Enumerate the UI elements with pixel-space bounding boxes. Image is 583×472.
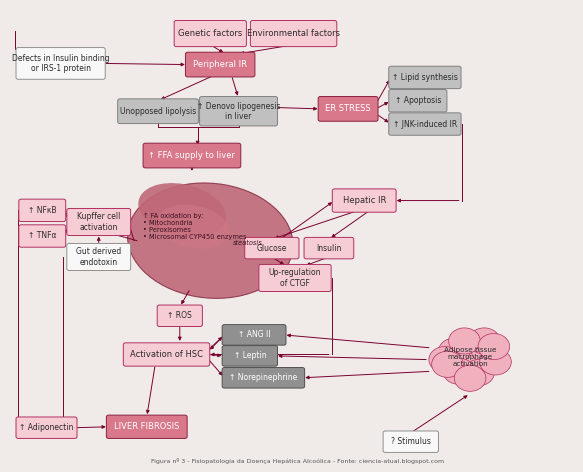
- Ellipse shape: [157, 205, 229, 249]
- FancyBboxPatch shape: [157, 305, 202, 327]
- Circle shape: [429, 346, 461, 373]
- Text: Glucose: Glucose: [257, 244, 287, 253]
- FancyBboxPatch shape: [222, 325, 286, 345]
- FancyBboxPatch shape: [16, 48, 106, 79]
- FancyBboxPatch shape: [259, 264, 331, 292]
- Text: ↑ Denovo lipogenesis
in liver: ↑ Denovo lipogenesis in liver: [197, 101, 280, 121]
- FancyBboxPatch shape: [389, 66, 461, 89]
- Text: Insulin: Insulin: [316, 244, 342, 253]
- FancyBboxPatch shape: [118, 99, 198, 124]
- Text: Gut derived
endotoxin: Gut derived endotoxin: [76, 247, 121, 267]
- Text: ↑ Apoptosis: ↑ Apoptosis: [395, 96, 441, 105]
- Text: ↑ ANG II: ↑ ANG II: [238, 330, 271, 339]
- Circle shape: [449, 328, 480, 354]
- Text: Adipose tissue
macrophage
activation: Adipose tissue macrophage activation: [444, 347, 496, 367]
- FancyBboxPatch shape: [143, 143, 241, 168]
- FancyBboxPatch shape: [185, 52, 255, 77]
- FancyBboxPatch shape: [19, 225, 66, 247]
- Text: LIVER FIBROSIS: LIVER FIBROSIS: [114, 422, 180, 431]
- Text: Unopposed lipolysis: Unopposed lipolysis: [120, 107, 196, 116]
- FancyBboxPatch shape: [250, 20, 337, 47]
- Text: Peripheral IR: Peripheral IR: [193, 60, 247, 69]
- Text: ↑ Leptin: ↑ Leptin: [234, 351, 266, 361]
- Text: ? Stimulus: ? Stimulus: [391, 437, 431, 446]
- FancyBboxPatch shape: [67, 209, 131, 236]
- Text: ER STRESS: ER STRESS: [325, 104, 371, 113]
- FancyBboxPatch shape: [222, 346, 278, 366]
- Text: Environmental factors: Environmental factors: [247, 29, 340, 38]
- FancyBboxPatch shape: [16, 417, 77, 438]
- Circle shape: [431, 351, 463, 377]
- FancyBboxPatch shape: [199, 97, 278, 126]
- Text: Defects in Insulin binding
or IRS-1 protein: Defects in Insulin binding or IRS-1 prot…: [12, 54, 110, 73]
- FancyBboxPatch shape: [389, 90, 447, 112]
- Circle shape: [480, 349, 511, 375]
- FancyBboxPatch shape: [222, 368, 304, 388]
- FancyBboxPatch shape: [304, 237, 354, 259]
- FancyBboxPatch shape: [67, 244, 131, 270]
- Circle shape: [478, 334, 510, 360]
- Circle shape: [454, 365, 486, 391]
- FancyBboxPatch shape: [174, 20, 247, 47]
- Text: ↑ FFA supply to liver: ↑ FFA supply to liver: [149, 151, 236, 160]
- Text: Up-regulation
of CTGF: Up-regulation of CTGF: [269, 268, 321, 287]
- Ellipse shape: [138, 183, 226, 237]
- Text: ↑ FA oxidation by:
• Mitochondria
• Peroxisomes
• Microsomal CYP450 enzymes: ↑ FA oxidation by: • Mitochondria • Pero…: [142, 213, 246, 240]
- Text: Figura nº 3 - Fisiopatologia da Doença Hepática Alcoólica - Fonte: ciencia-atual: Figura nº 3 - Fisiopatologia da Doença H…: [151, 458, 444, 464]
- Circle shape: [468, 328, 500, 354]
- Text: Hepatic IR: Hepatic IR: [342, 196, 386, 205]
- Text: Genetic factors: Genetic factors: [178, 29, 243, 38]
- Text: ↑ JNK-induced IR: ↑ JNK-induced IR: [393, 119, 457, 128]
- Circle shape: [438, 338, 470, 364]
- Text: ↑ ROS: ↑ ROS: [167, 311, 192, 320]
- FancyBboxPatch shape: [106, 415, 187, 438]
- Text: Kupffer cell
activation: Kupffer cell activation: [77, 212, 121, 232]
- FancyBboxPatch shape: [383, 431, 438, 453]
- Text: ↑ Norepinephrine: ↑ Norepinephrine: [229, 373, 297, 382]
- FancyBboxPatch shape: [124, 343, 210, 366]
- FancyBboxPatch shape: [245, 237, 299, 259]
- Text: steatosis: steatosis: [233, 240, 262, 246]
- Circle shape: [463, 360, 494, 386]
- FancyBboxPatch shape: [318, 97, 378, 121]
- Text: ↑ Lipid synthesis: ↑ Lipid synthesis: [392, 73, 458, 82]
- Text: ↑ TNFα: ↑ TNFα: [28, 231, 57, 241]
- FancyBboxPatch shape: [19, 199, 66, 221]
- Text: ↑ Adiponectin: ↑ Adiponectin: [19, 423, 73, 432]
- Ellipse shape: [128, 183, 293, 298]
- Circle shape: [454, 346, 486, 373]
- FancyBboxPatch shape: [389, 113, 461, 135]
- FancyBboxPatch shape: [332, 189, 396, 212]
- Circle shape: [443, 358, 475, 384]
- Circle shape: [471, 337, 503, 363]
- Text: Activation of HSC: Activation of HSC: [130, 350, 203, 359]
- Text: ↑ NFκB: ↑ NFκB: [28, 206, 57, 215]
